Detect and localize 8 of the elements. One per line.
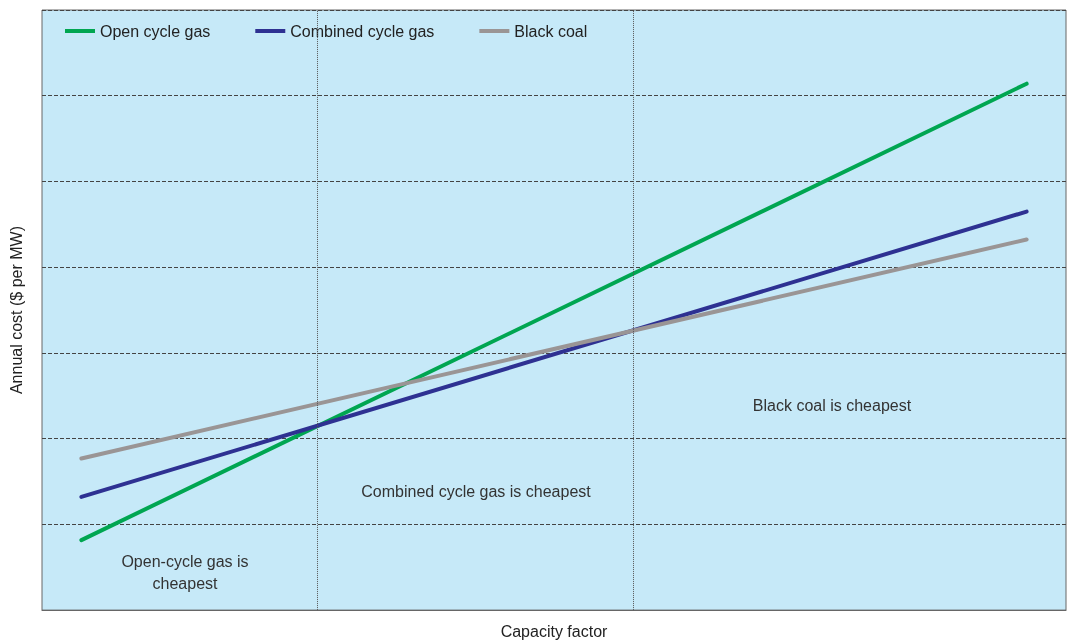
y-axis-title: Annual cost ($ per MW) (7, 226, 25, 395)
annotation: Combined cycle gas is cheapest (361, 482, 592, 500)
annotation: Open-cycle gas is cheapest (121, 552, 249, 592)
legend-label: Open cycle gas (100, 22, 211, 40)
legend-label: Black coal (514, 22, 588, 40)
x-axis-title: Capacity factor (500, 622, 609, 640)
annotation: Black coal is cheapest (752, 396, 912, 414)
legend-label: Combined cycle gas (290, 22, 435, 40)
